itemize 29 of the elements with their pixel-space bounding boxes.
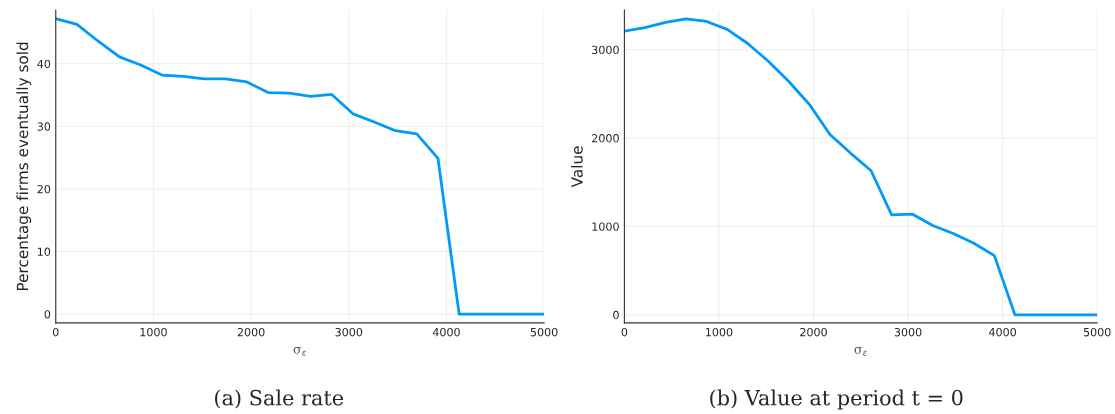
x-tick-label: 1000 bbox=[140, 327, 167, 337]
x-tick-label: 1000 bbox=[706, 327, 733, 337]
y-axis-title: Percentage firms eventually sold bbox=[16, 42, 32, 291]
y-axis-title: Value bbox=[570, 146, 583, 188]
y-tick-label: 0 bbox=[44, 310, 51, 319]
x-tick-label: 2000 bbox=[800, 327, 827, 337]
y-tick-label: 3000 bbox=[592, 45, 619, 55]
y-tick-label: 10 bbox=[37, 247, 51, 256]
x-tick-label: 0 bbox=[621, 327, 628, 337]
y-tick-label: 0 bbox=[613, 310, 619, 320]
text: (a) Sale rate bbox=[215, 389, 344, 409]
text: (b) Value at period t = 0 bbox=[710, 389, 963, 410]
y-tick-label: 30 bbox=[37, 122, 51, 131]
x-tick-label: 2000 bbox=[237, 327, 265, 337]
x-tick-label: 0 bbox=[52, 327, 59, 337]
x-axis-title: σ$_{ε}$ bbox=[293, 347, 307, 356]
x-tick-label: 4000 bbox=[432, 327, 460, 337]
x-tick-label: 5000 bbox=[530, 327, 558, 337]
y-tick-label: 40 bbox=[37, 59, 51, 69]
line-series bbox=[624, 17, 1098, 317]
x-tick-label: 3000 bbox=[894, 327, 922, 337]
x-axis-title: σ$_{ε}$ bbox=[854, 347, 867, 356]
y-tick-label: 1000 bbox=[592, 222, 619, 231]
line-series bbox=[55, 17, 545, 316]
x-tick-label: 4000 bbox=[989, 327, 1017, 337]
y-tick-label: 20 bbox=[37, 184, 51, 194]
x-tick-label: 5000 bbox=[1083, 327, 1111, 337]
x-tick-label: 3000 bbox=[335, 327, 363, 337]
y-tick-label: 2000 bbox=[592, 134, 619, 143]
